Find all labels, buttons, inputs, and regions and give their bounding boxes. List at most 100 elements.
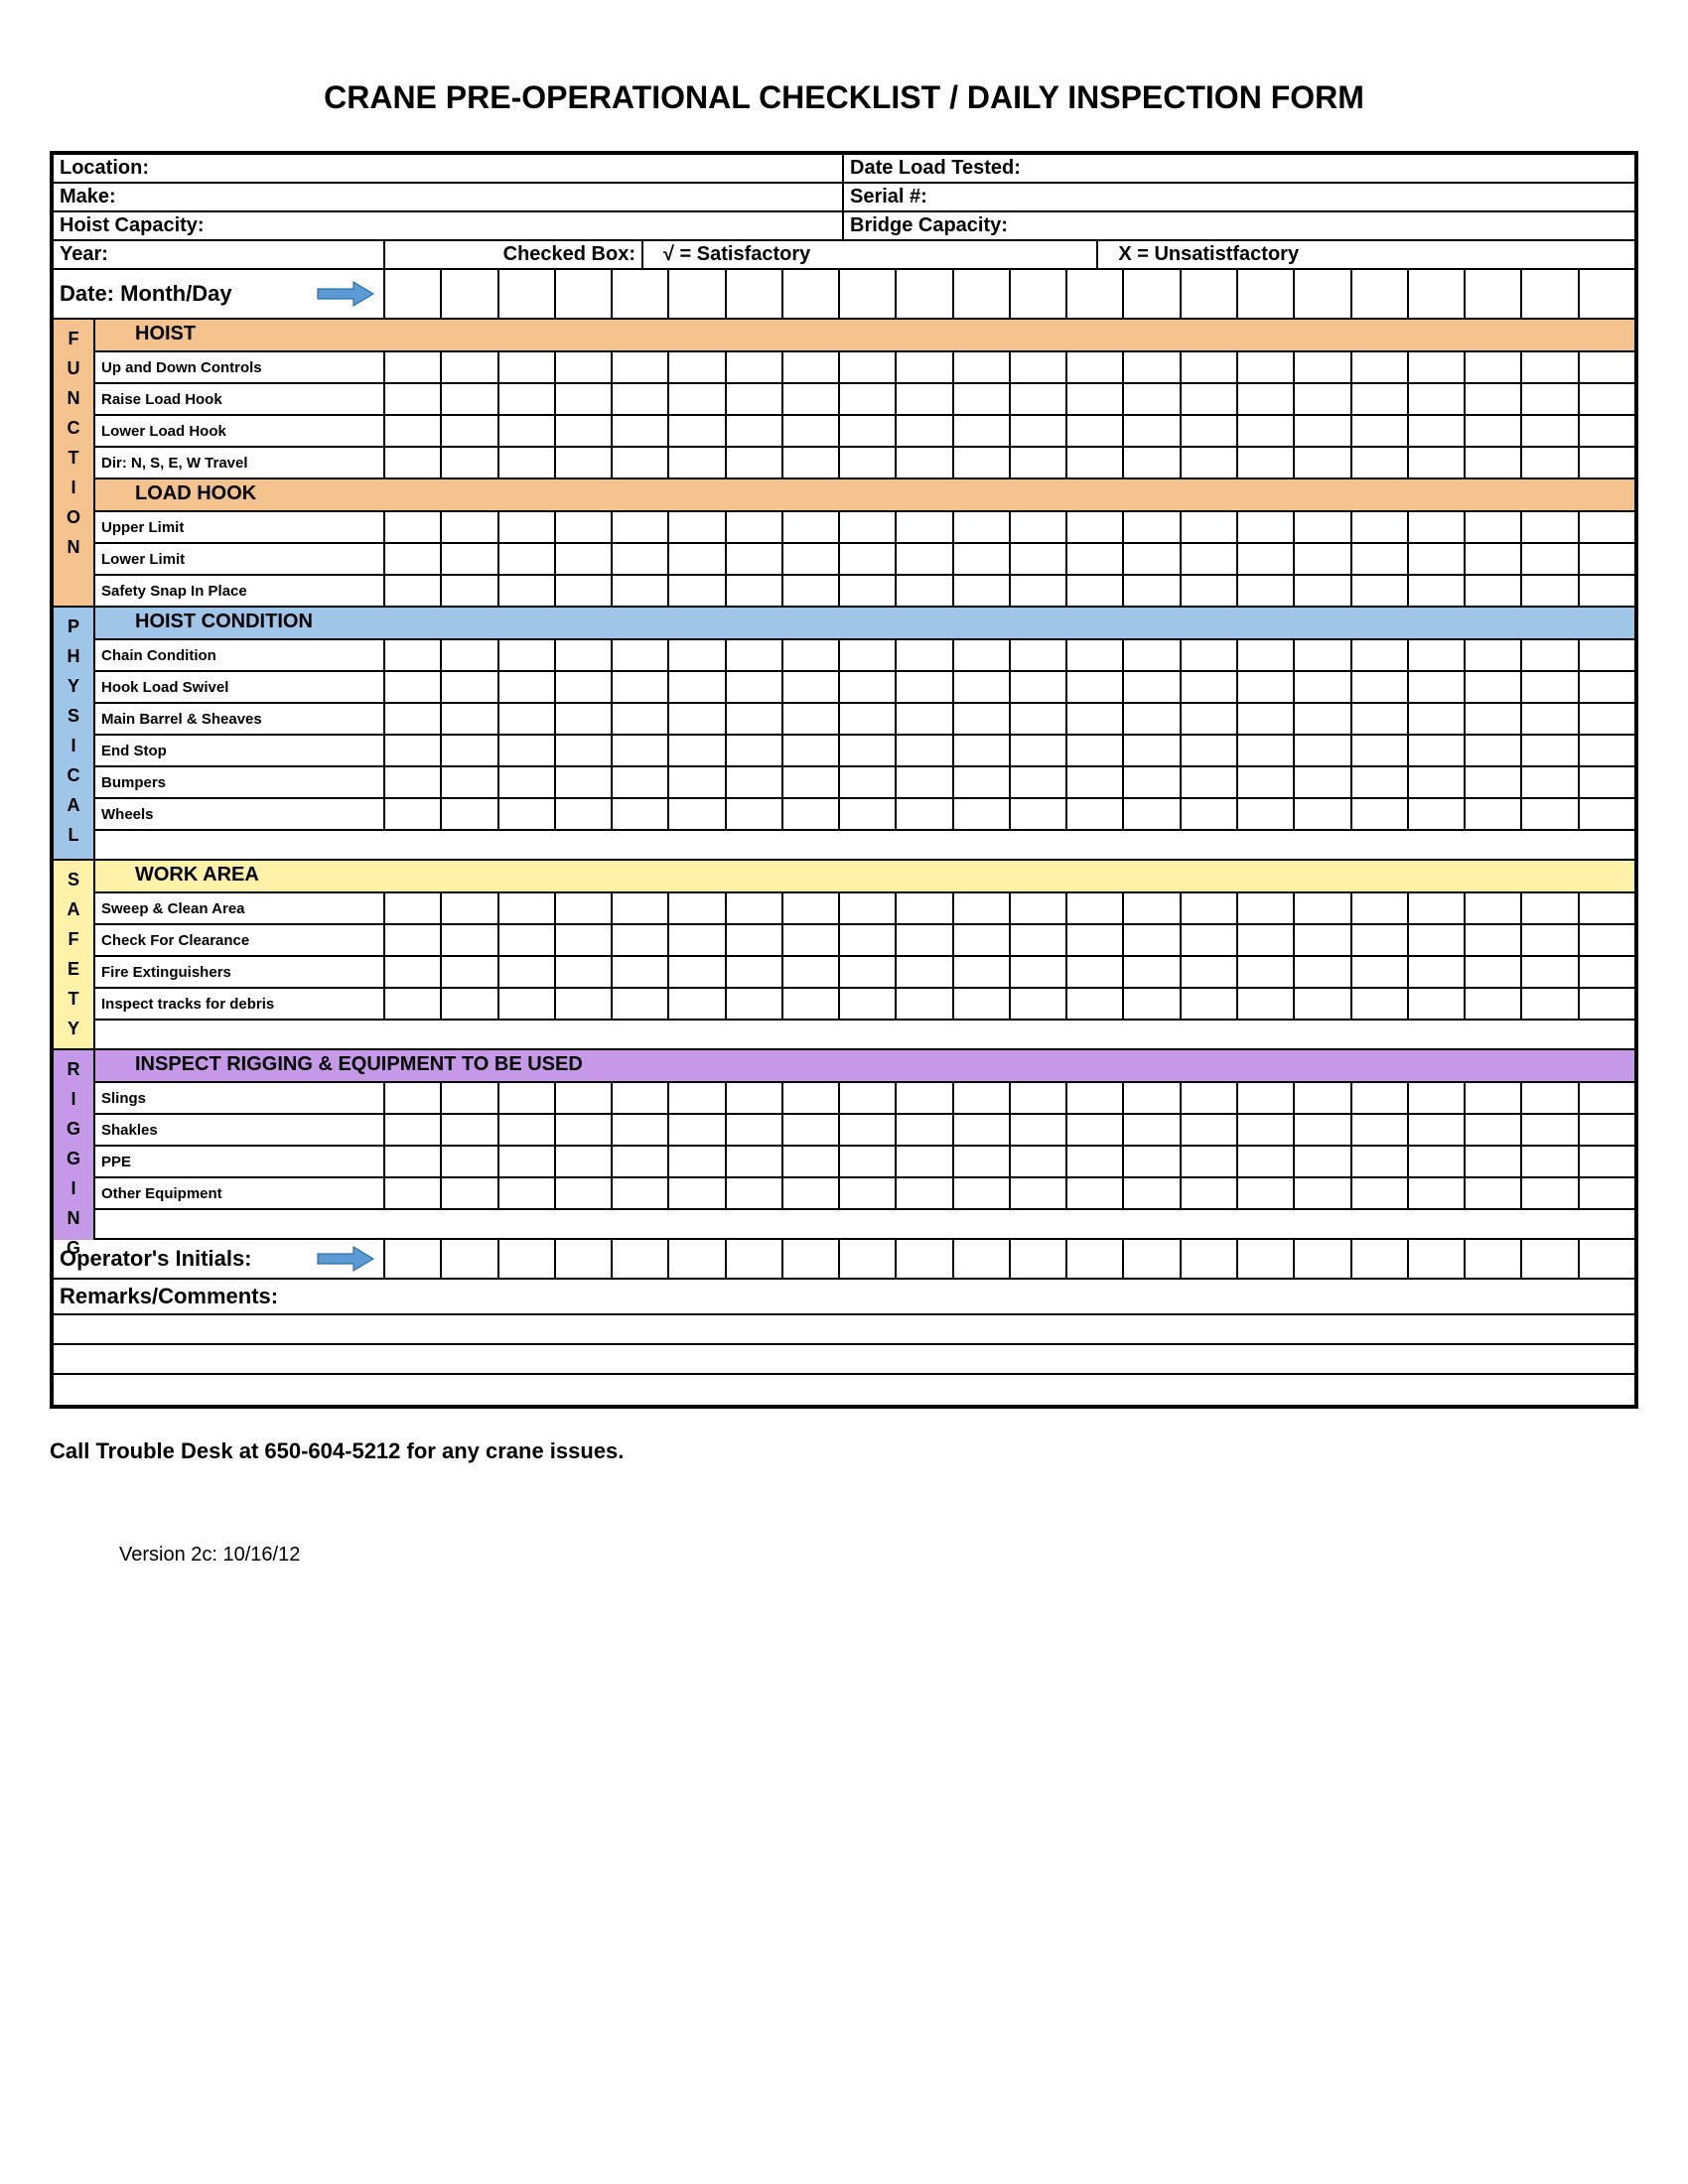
check-cell[interactable] bbox=[613, 416, 669, 446]
check-cell[interactable] bbox=[840, 893, 897, 923]
check-cell[interactable] bbox=[954, 1240, 1011, 1278]
check-cell[interactable] bbox=[1011, 1115, 1067, 1145]
check-cell[interactable] bbox=[1352, 893, 1409, 923]
check-cell[interactable] bbox=[385, 1147, 442, 1176]
check-cell[interactable] bbox=[1522, 704, 1579, 734]
check-cell[interactable] bbox=[783, 767, 840, 797]
check-cell[interactable] bbox=[954, 799, 1011, 829]
check-cell[interactable] bbox=[1182, 1083, 1238, 1113]
check-cell[interactable] bbox=[897, 957, 953, 987]
check-cell[interactable] bbox=[1352, 416, 1409, 446]
check-cell[interactable] bbox=[954, 352, 1011, 382]
check-cell[interactable] bbox=[613, 925, 669, 955]
check-cell[interactable] bbox=[1238, 767, 1295, 797]
check-cell[interactable] bbox=[442, 672, 498, 702]
check-cell[interactable] bbox=[1238, 416, 1295, 446]
check-cell[interactable] bbox=[1466, 672, 1522, 702]
check-cell[interactable] bbox=[727, 1115, 783, 1145]
check-cell[interactable] bbox=[556, 1240, 613, 1278]
check-cell[interactable] bbox=[385, 270, 442, 318]
check-cell[interactable] bbox=[1295, 448, 1351, 478]
check-cell[interactable] bbox=[783, 448, 840, 478]
check-cell[interactable] bbox=[1580, 1115, 1634, 1145]
check-cell[interactable] bbox=[1409, 576, 1466, 606]
check-cell[interactable] bbox=[1352, 576, 1409, 606]
check-cell[interactable] bbox=[1409, 957, 1466, 987]
check-cell[interactable] bbox=[727, 270, 783, 318]
check-cell[interactable] bbox=[385, 448, 442, 478]
check-cell[interactable] bbox=[1295, 767, 1351, 797]
check-cell[interactable] bbox=[840, 448, 897, 478]
check-cell[interactable] bbox=[1238, 640, 1295, 670]
check-cell[interactable] bbox=[1580, 736, 1634, 765]
check-cell[interactable] bbox=[442, 893, 498, 923]
check-cell[interactable] bbox=[1466, 957, 1522, 987]
check-cell[interactable] bbox=[1522, 640, 1579, 670]
check-cell[interactable] bbox=[1011, 672, 1067, 702]
check-cell[interactable] bbox=[840, 384, 897, 414]
check-cell[interactable] bbox=[1409, 704, 1466, 734]
check-cell[interactable] bbox=[1238, 799, 1295, 829]
check-cell[interactable] bbox=[1352, 672, 1409, 702]
check-cell[interactable] bbox=[1580, 925, 1634, 955]
check-cell[interactable] bbox=[727, 640, 783, 670]
check-cell[interactable] bbox=[783, 384, 840, 414]
check-cell[interactable] bbox=[442, 352, 498, 382]
check-cell[interactable] bbox=[1522, 1178, 1579, 1208]
check-cell[interactable] bbox=[1522, 384, 1579, 414]
check-cell[interactable] bbox=[1352, 640, 1409, 670]
check-cell[interactable] bbox=[1295, 736, 1351, 765]
check-cell[interactable] bbox=[385, 957, 442, 987]
check-cell[interactable] bbox=[385, 893, 442, 923]
check-cell[interactable] bbox=[783, 352, 840, 382]
check-cell[interactable] bbox=[1182, 512, 1238, 542]
check-cell[interactable] bbox=[1580, 1178, 1634, 1208]
check-cell[interactable] bbox=[1409, 1115, 1466, 1145]
check-cell[interactable] bbox=[1352, 512, 1409, 542]
check-cell[interactable] bbox=[1409, 512, 1466, 542]
check-cell[interactable] bbox=[727, 544, 783, 574]
check-cell[interactable] bbox=[499, 544, 556, 574]
check-cell[interactable] bbox=[1124, 416, 1181, 446]
check-cell[interactable] bbox=[783, 1178, 840, 1208]
check-cell[interactable] bbox=[1011, 512, 1067, 542]
check-cell[interactable] bbox=[1182, 989, 1238, 1019]
check-cell[interactable] bbox=[1067, 640, 1124, 670]
check-cell[interactable] bbox=[669, 270, 726, 318]
check-cell[interactable] bbox=[1182, 736, 1238, 765]
check-cell[interactable] bbox=[556, 416, 613, 446]
check-cell[interactable] bbox=[385, 1178, 442, 1208]
check-cell[interactable] bbox=[1182, 1178, 1238, 1208]
check-cell[interactable] bbox=[1238, 736, 1295, 765]
check-cell[interactable] bbox=[783, 893, 840, 923]
check-cell[interactable] bbox=[1011, 544, 1067, 574]
check-cell[interactable] bbox=[499, 957, 556, 987]
check-cell[interactable] bbox=[1352, 384, 1409, 414]
check-cell[interactable] bbox=[613, 270, 669, 318]
check-cell[interactable] bbox=[1580, 893, 1634, 923]
check-cell[interactable] bbox=[556, 736, 613, 765]
check-cell[interactable] bbox=[1522, 512, 1579, 542]
check-cell[interactable] bbox=[669, 672, 726, 702]
check-cell[interactable] bbox=[783, 270, 840, 318]
check-cell[interactable] bbox=[1182, 957, 1238, 987]
check-cell[interactable] bbox=[499, 352, 556, 382]
check-cell[interactable] bbox=[1238, 1083, 1295, 1113]
check-cell[interactable] bbox=[556, 1115, 613, 1145]
check-cell[interactable] bbox=[1580, 1240, 1634, 1278]
check-cell[interactable] bbox=[783, 576, 840, 606]
check-cell[interactable] bbox=[499, 704, 556, 734]
check-cell[interactable] bbox=[1067, 767, 1124, 797]
check-cell[interactable] bbox=[499, 1083, 556, 1113]
check-cell[interactable] bbox=[556, 767, 613, 797]
check-cell[interactable] bbox=[556, 1178, 613, 1208]
check-cell[interactable] bbox=[727, 1147, 783, 1176]
check-cell[interactable] bbox=[1124, 1083, 1181, 1113]
check-cell[interactable] bbox=[1011, 448, 1067, 478]
check-cell[interactable] bbox=[1580, 767, 1634, 797]
check-cell[interactable] bbox=[1011, 1240, 1067, 1278]
check-cell[interactable] bbox=[1295, 270, 1351, 318]
check-cell[interactable] bbox=[1409, 767, 1466, 797]
check-cell[interactable] bbox=[1295, 416, 1351, 446]
check-cell[interactable] bbox=[1295, 672, 1351, 702]
